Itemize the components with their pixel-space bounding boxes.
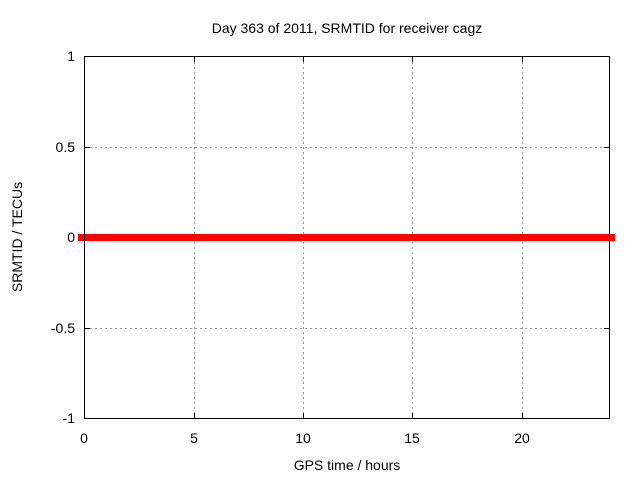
x-tick-label-15: 15: [404, 430, 420, 446]
y-tick-label-0.5: 0.5: [55, 139, 75, 155]
y-tick-label-0: 0: [67, 229, 75, 245]
tick-bottom-20: [522, 413, 523, 418]
x-axis-title: GPS time / hours: [293, 457, 401, 473]
x-tick-label-20: 20: [514, 430, 530, 446]
tick-right-0.5: [604, 147, 609, 148]
x-tick-label-10: 10: [295, 430, 311, 446]
y-tick-label--0.5: -0.5: [50, 320, 75, 336]
gridline-y--0.5: [85, 328, 608, 329]
tick-left-0.5: [85, 147, 90, 148]
y-tick-label-1: 1: [67, 48, 75, 64]
y-axis-title: SRMTID / TECUs: [9, 181, 25, 293]
y-tick-label--1: -1: [62, 410, 75, 426]
tick-top-5: [194, 57, 195, 62]
tick-bottom-5: [194, 413, 195, 418]
x-tick-label-0: 0: [80, 430, 88, 446]
tick-bottom-15: [412, 413, 413, 418]
gridline-y-0.5: [85, 147, 608, 148]
tick-top-15: [412, 57, 413, 62]
tick-left--0.5: [85, 328, 90, 329]
tick-bottom-10: [303, 413, 304, 418]
x-tick-label-5: 5: [190, 430, 198, 446]
tick-top-20: [522, 57, 523, 62]
tick-right--0.5: [604, 328, 609, 329]
chart-title: Day 363 of 2011, SRMTID for receiver cag…: [211, 20, 483, 36]
series-line-srmtid: [78, 234, 615, 241]
tick-top-10: [303, 57, 304, 62]
